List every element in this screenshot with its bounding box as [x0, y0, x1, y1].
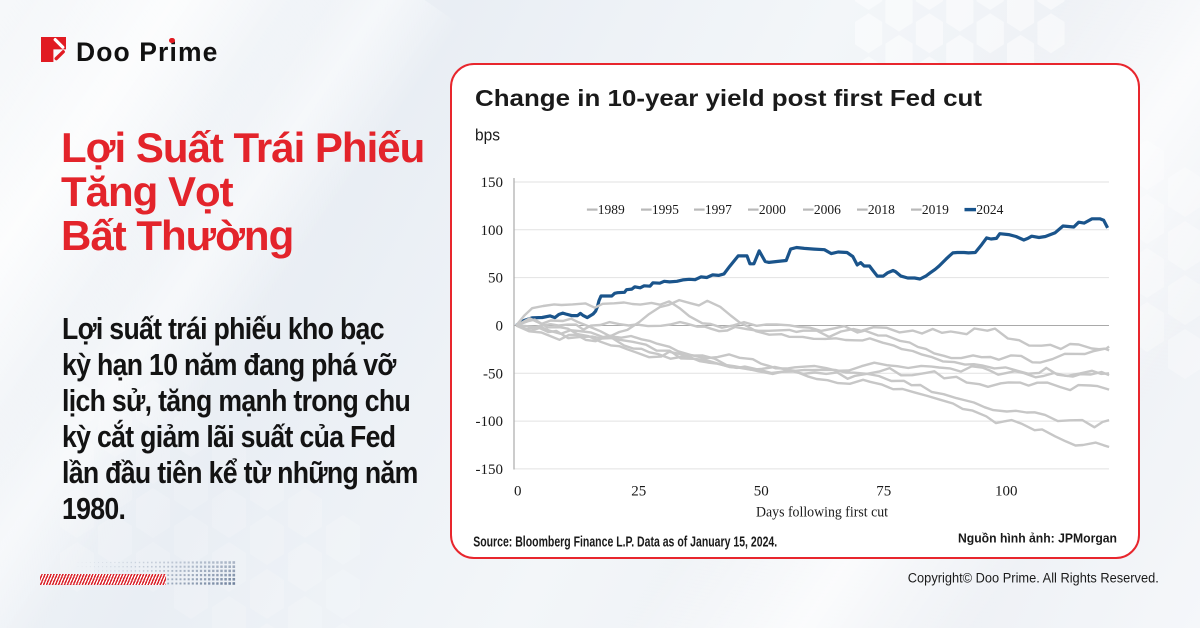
- svg-text:0: 0: [514, 484, 522, 500]
- svg-text:-150: -150: [476, 462, 504, 478]
- svg-text:bps: bps: [475, 127, 500, 145]
- svg-text:25: 25: [631, 484, 646, 500]
- svg-text:75: 75: [876, 484, 891, 500]
- svg-text:-100: -100: [476, 414, 504, 430]
- svg-text:1989: 1989: [598, 202, 625, 217]
- svg-text:100: 100: [481, 223, 504, 239]
- svg-text:Nguồn hình ảnh: JPMorgan: Nguồn hình ảnh: JPMorgan: [958, 532, 1117, 546]
- svg-text:Copyright© Doo Prime. All Righ: Copyright© Doo Prime. All Rights Reserve…: [908, 570, 1159, 585]
- svg-text:1997: 1997: [705, 202, 732, 217]
- svg-text:50: 50: [754, 484, 769, 500]
- svg-text:2019: 2019: [922, 202, 949, 217]
- svg-text:50: 50: [488, 271, 503, 287]
- svg-text:Source: Bloomberg Finance L.P.: Source: Bloomberg Finance L.P. Data as o…: [473, 534, 777, 551]
- svg-text:2006: 2006: [814, 202, 841, 217]
- svg-text:2000: 2000: [759, 202, 786, 217]
- svg-text:150: 150: [481, 175, 504, 191]
- svg-text:100: 100: [995, 484, 1018, 500]
- svg-text:2024: 2024: [976, 202, 1003, 217]
- svg-text:2018: 2018: [868, 202, 895, 217]
- svg-text:0: 0: [496, 319, 504, 335]
- svg-text:-50: -50: [483, 366, 503, 382]
- svg-text:Days following first cut: Days following first cut: [756, 505, 889, 521]
- svg-text:Change in 10-year yield post f: Change in 10-year yield post first Fed c…: [475, 85, 982, 111]
- svg-text:1995: 1995: [652, 202, 679, 217]
